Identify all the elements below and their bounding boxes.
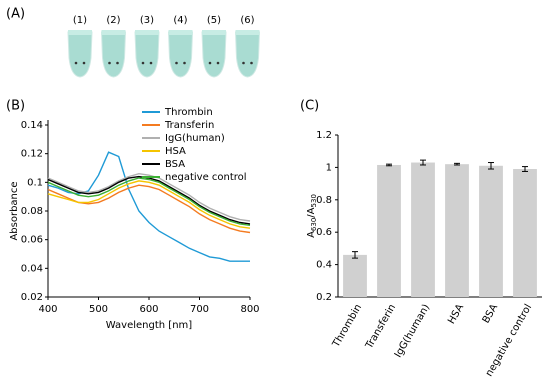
dot [116,61,119,65]
legend-label: Thrombin [164,107,213,118]
line [47,177,251,226]
tube [100,31,127,78]
y-axis-label: Absorbance [9,181,20,240]
tube-label: (5) [207,15,221,26]
tube-cap [101,30,126,35]
tube-cap [135,30,159,35]
dot [108,61,111,65]
tube-label: (4) [173,15,187,26]
y-tick-label: 0.04 [21,263,43,274]
y-axis-label-part: /A [306,207,317,217]
error-bar [488,162,494,170]
bar [445,164,469,297]
y-tick-label: 0.06 [21,235,43,246]
dot [183,61,186,65]
line [47,151,250,262]
tube [201,31,227,78]
dot [242,61,245,65]
y-tick-label: 0.14 [21,120,43,131]
legend-label: BSA [165,159,185,170]
dot [149,61,153,65]
error-bar [522,166,528,172]
x-axis-label: Wavelength [nm] [106,320,192,331]
tube-label: (6) [240,15,254,26]
legend-label: IgG(human) [165,133,225,144]
error-bar [420,159,426,166]
tube [67,31,93,78]
legend-label: negative control [165,172,247,183]
x-tick-label: 800 [240,304,259,315]
y-tick-label: 0.12 [21,149,43,160]
dot [82,61,86,65]
x-tick-label: 400 [38,304,57,315]
y-tick-label: 0.8 [316,195,332,206]
x-tick-label: 600 [139,304,158,315]
x-tick-label: BSA [481,302,501,325]
x-tick-label: IgG(human) [393,302,432,359]
x-tick-label: Transferin [364,303,399,352]
dot [250,61,253,65]
error-bar [454,162,460,166]
tube-cap [235,30,260,35]
bar [479,165,503,297]
y-axis-label-part: 530 [310,194,318,207]
y-tick-label: 0.02 [21,292,43,303]
panel-label: (A) [6,7,25,22]
dot [208,61,212,65]
line [47,172,251,222]
x-tick-label: 500 [89,304,108,315]
dot [141,61,145,65]
y-tick-label: 0.08 [21,206,43,217]
x-tick-label: HSA [446,302,466,326]
y-axis-label-part: A [306,231,317,238]
y-tick-label: 1.2 [316,130,332,141]
tube [167,31,194,78]
panel-label: (B) [6,99,25,114]
y-axis-label: A630/A530 [306,194,318,238]
x-tick-label: Thrombin [330,303,364,351]
y-tick-label: 0.4 [316,260,332,271]
bar [343,254,367,297]
y-tick-label: 0.1 [27,177,43,188]
legend-label: HSA [165,146,186,157]
dot [216,61,220,65]
error-bar [386,163,392,167]
panel-label: (C) [300,99,319,114]
tube-cap [68,30,92,35]
bar [377,164,401,297]
tube-cap [168,30,193,35]
line [47,180,251,229]
legend-label: Transferin [164,120,214,131]
tube-label: (1) [73,15,87,26]
tube [234,31,261,78]
bar [513,169,537,297]
tube-label: (3) [140,15,154,26]
error-bar [352,251,358,259]
y-tick-label: 1 [326,162,332,173]
tube-label: (2) [106,15,120,26]
bar [411,162,435,297]
tube-cap [202,30,226,35]
dot [175,61,178,65]
x-tick-label: 700 [190,304,209,315]
tube [134,31,160,78]
y-axis-label-part: 630 [310,218,318,231]
y-tick-label: 0.6 [316,227,332,238]
dot [74,61,78,65]
y-tick-label: 0.2 [316,292,332,303]
